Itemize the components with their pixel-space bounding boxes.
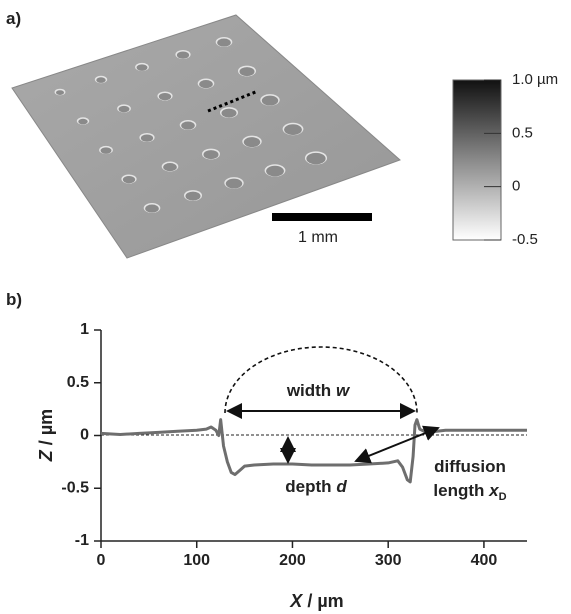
diffusion-symbol: x [488,481,500,500]
colorbar-tick-label: -0.5 [512,231,538,248]
colorbar-ticks: 1.0 µm 0.5 0 -0.5 [484,71,558,248]
well [225,178,243,189]
y-tick-label: 0.5 [67,374,89,391]
well [266,165,284,177]
x-symbol: X [289,591,303,611]
well [118,105,130,113]
well [185,191,201,201]
y-tick-label: -1 [75,532,89,549]
wells [54,37,328,213]
diffusion-label: diffusion [434,457,506,476]
well [122,175,136,184]
x-unit: / µm [307,591,343,611]
x-tick-label: 200 [279,552,306,569]
panel-label: b) [6,290,22,309]
diffusion-subscript: D [499,491,507,503]
scale-bar [272,213,372,221]
colorbar-tick-label: 0 [512,178,520,195]
x-tick-label: 0 [97,552,106,569]
y-symbol: Z [36,449,56,462]
well [176,51,190,59]
width-text: width [286,381,331,400]
colorbar-tick-label: 1.0 µm [512,71,558,88]
y-unit: / µm [36,409,56,445]
y-tick-label: -0.5 [61,479,89,496]
well [158,92,172,101]
well [140,134,154,142]
well [100,147,112,154]
width-label: width w [286,381,351,400]
width-symbol: w [336,381,351,400]
well [96,77,106,83]
well [284,124,302,135]
colorbar-tick-label: 0.5 [512,124,533,141]
well [203,150,219,160]
depth-text: depth [285,477,331,496]
profile-line [207,89,259,113]
depth-label: depth d [285,477,347,496]
y-tick-label: 1 [80,321,89,338]
well [306,152,326,165]
diffusion-arrow [354,425,440,464]
x-tick-label: 400 [471,552,498,569]
well [261,95,279,106]
depth-symbol: d [336,477,347,496]
well [221,108,237,118]
circle-outline [224,346,418,414]
surface-image [11,14,401,259]
diffusion-label: length xD [433,481,506,503]
x-tick-label: 300 [375,552,402,569]
well [136,64,148,71]
well [239,67,255,77]
y-tick-label: 0 [80,427,89,444]
well [145,204,159,213]
well [181,121,195,130]
length-text: length [433,481,484,500]
well [163,163,177,172]
colorbar [452,79,502,241]
plot: 1 0.5 0 -0.5 -1 0 100 200 300 400 [61,321,527,569]
y-axis-label: Z / µm [36,409,56,462]
x-tick-label: 100 [183,552,210,569]
well [56,90,64,95]
well [78,118,88,125]
well [217,38,231,47]
x-axis-label: X / µm [289,591,343,611]
panel-label: a) [6,9,21,28]
well [199,80,213,89]
scale-bar-label: 1 mm [298,229,338,246]
well [243,137,261,148]
